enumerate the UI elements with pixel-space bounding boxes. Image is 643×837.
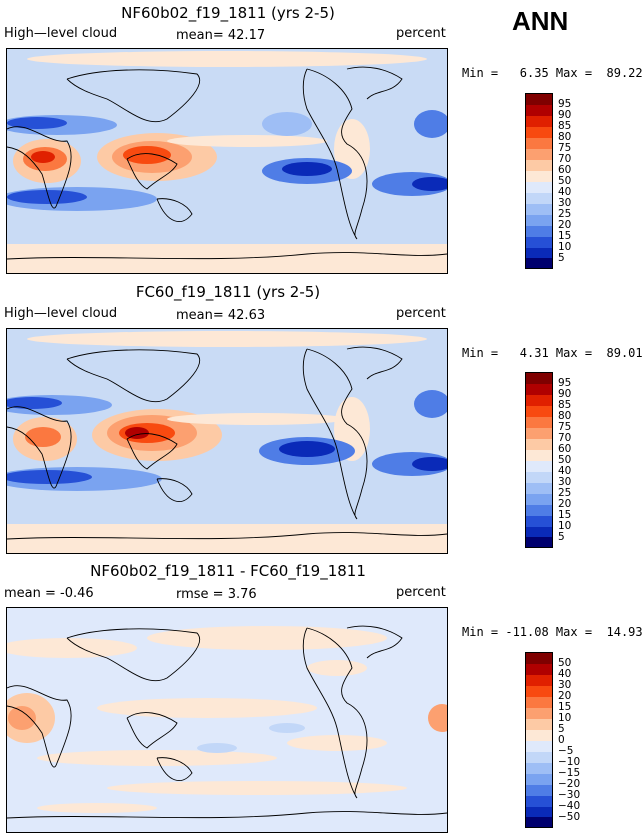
tick-label: 20 xyxy=(558,690,572,702)
panel-3-colorbar xyxy=(525,652,553,828)
tick-label: −40 xyxy=(558,800,581,812)
panel-3-map-plot xyxy=(7,608,447,832)
tick-label: 70 xyxy=(558,153,572,165)
tick-label: 85 xyxy=(558,120,572,132)
tick-label: −10 xyxy=(558,756,581,768)
tick-label: 70 xyxy=(558,432,572,444)
tick-label: 40 xyxy=(558,465,572,477)
tick-label: 75 xyxy=(558,142,572,154)
tick-label: 30 xyxy=(558,679,572,691)
panel-1-variable-label: High—level cloud xyxy=(4,26,118,41)
tick-label: 25 xyxy=(558,487,572,499)
tick-label: 90 xyxy=(558,109,572,121)
panel-1-map xyxy=(6,48,448,274)
tick-label: 90 xyxy=(558,388,572,400)
panel-1-mean-label: mean= 42.17 xyxy=(176,28,266,43)
tick-label: 50 xyxy=(558,175,572,187)
tick-label: 30 xyxy=(558,197,572,209)
panel-2-title: FC60_f19_1811 (yrs 2-5) xyxy=(135,283,321,301)
panel-1-colorbar xyxy=(525,93,553,269)
tick-label: 60 xyxy=(558,443,572,455)
tick-label: −30 xyxy=(558,789,581,801)
tick-label: 30 xyxy=(558,476,572,488)
tick-label: 5 xyxy=(558,723,565,735)
tick-label: 60 xyxy=(558,164,572,176)
tick-label: 80 xyxy=(558,131,572,143)
tick-label: 95 xyxy=(558,98,572,110)
panel-2-map-plot xyxy=(7,329,447,553)
tick-label: −20 xyxy=(558,778,581,790)
tick-label: 80 xyxy=(558,410,572,422)
panel-3-units-label: percent xyxy=(396,585,446,600)
tick-label: 5 xyxy=(558,531,565,543)
tick-label: 10 xyxy=(558,520,572,532)
panel-2-variable-label: High—level cloud xyxy=(4,306,118,321)
panel-2-map xyxy=(6,328,448,554)
tick-label: 40 xyxy=(558,668,572,680)
tick-label: 15 xyxy=(558,230,572,242)
tick-label: 85 xyxy=(558,399,572,411)
tick-label: 75 xyxy=(558,421,572,433)
tick-label: −50 xyxy=(558,811,581,823)
tick-label: 50 xyxy=(558,454,572,466)
panel-1-min-max: Min = 6.35 Max = 89.22 xyxy=(462,66,643,80)
tick-label: 15 xyxy=(558,509,572,521)
tick-label: 95 xyxy=(558,377,572,389)
tick-label: −5 xyxy=(558,745,574,757)
panel-2-units-label: percent xyxy=(396,306,446,321)
panel-2-colorbar-ticks: 95 90 85 80 75 70 60 50 40 30 25 20 15 1… xyxy=(558,377,572,543)
panel-3-map xyxy=(6,607,448,833)
tick-label: 25 xyxy=(558,208,572,220)
panel-2-min-max: Min = 4.31 Max = 89.01 xyxy=(462,346,643,360)
tick-label: 10 xyxy=(558,712,572,724)
panel-2-colorbar-swatches xyxy=(526,373,552,547)
panel-3-title: NF60b02_f19_1811 - FC60_f19_1811 xyxy=(90,562,366,580)
panel-1-map-plot xyxy=(7,49,447,273)
tick-label: 40 xyxy=(558,186,572,198)
season-label: ANN xyxy=(512,6,569,36)
panel-3-mean-label: mean = -0.46 xyxy=(4,586,94,601)
tick-label: −15 xyxy=(558,767,581,779)
panel-3-min-max: Min = -11.08 Max = 14.93 xyxy=(462,625,643,639)
panel-2-colorbar xyxy=(525,372,553,548)
tick-label: 5 xyxy=(558,252,565,264)
tick-label: 10 xyxy=(558,241,572,253)
tick-label: 50 xyxy=(558,657,572,669)
panel-1-colorbar-swatches xyxy=(526,94,552,268)
panel-3-rmse-label: rmse = 3.76 xyxy=(176,587,257,602)
tick-label: 15 xyxy=(558,701,572,713)
panel-1-colorbar-ticks: 95 90 85 80 75 70 60 50 40 30 25 20 15 1… xyxy=(558,98,572,264)
panel-1-units-label: percent xyxy=(396,26,446,41)
tick-label: 20 xyxy=(558,498,572,510)
panel-3-colorbar-ticks: 50 40 30 20 15 10 5 0 −5 −10 −15 −20 −30… xyxy=(558,657,581,823)
tick-label: 20 xyxy=(558,219,572,231)
panel-2-mean-label: mean= 42.63 xyxy=(176,308,266,323)
panel-1-title: NF60b02_f19_1811 (yrs 2-5) xyxy=(121,4,335,22)
tick-label: 0 xyxy=(558,734,565,746)
panel-3-colorbar-swatches xyxy=(526,653,552,827)
